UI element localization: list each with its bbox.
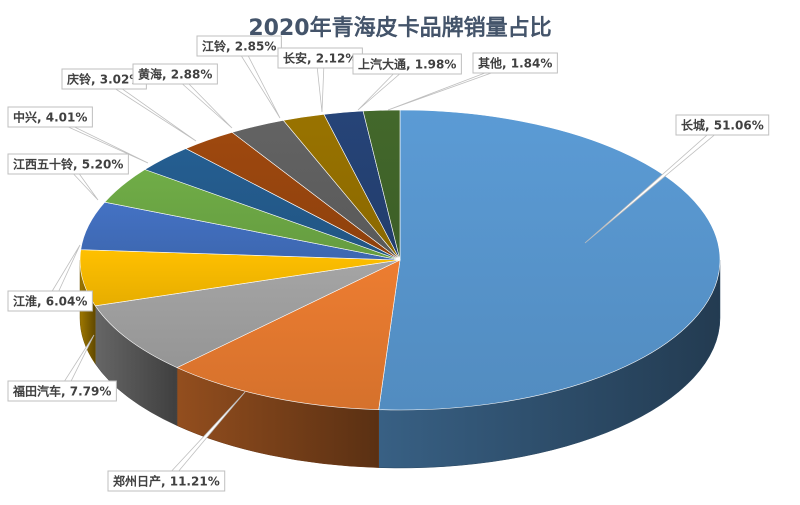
pie-label-box-其他 [472,52,558,74]
pie-label-长城: 长城, 51.06% [681,118,764,133]
pie-label-box-江西五十铃 [7,153,129,175]
pie-slice-长城 [378,109,721,411]
pie-label-box-江铃 [196,35,282,57]
pie-label-box-长城 [675,114,770,136]
pie-label-福田汽车: 福田汽车, 7.79% [12,384,111,399]
pie-label-box-郑州日产 [107,470,226,492]
pie-label-box-中兴 [7,106,93,128]
pie-label-江西五十铃: 江西五十铃, 5.20% [13,157,123,172]
pie-leader-江铃 [234,45,281,119]
pie-label-box-福田汽车 [7,380,117,402]
pie-side-walls [79,259,721,469]
pie-top-faces [79,109,721,411]
pie-label-box-上汽大通 [352,53,462,75]
pie-label-长安: 长安, 2.12% [283,51,357,66]
pie-label-其他: 其他, 1.84% [478,56,552,71]
pie-slice-江淮 [79,249,401,307]
pie-label-江铃: 江铃, 2.85% [202,39,276,54]
pie-label-郑州日产: 郑州日产, 11.21% [113,474,220,489]
pie-label-中兴: 中兴, 4.01% [13,110,87,125]
pie-label-上汽大通: 上汽大通, 1.98% [358,57,456,72]
pie-label-黄海: 黄海, 2.88% [138,67,212,82]
pie-slice-其他 [362,109,401,261]
pie-label-江淮: 江淮, 6.04% [13,294,87,309]
pie-label-box-江淮 [7,290,93,312]
pie-label-庆铃: 庆铃, 3.02% [66,72,141,87]
pie-slice-福田汽车 [94,259,401,368]
pie-label-box-黄海 [132,63,218,85]
chart-title: 2020年青海皮卡品牌销量占比 [248,16,552,41]
pie-labels: 长城, 51.06% 郑州日产, 11.21% 福田汽车, 7.79% 江淮, 6.0… [7,35,770,492]
pie-slice-郑州日产 [176,259,401,410]
